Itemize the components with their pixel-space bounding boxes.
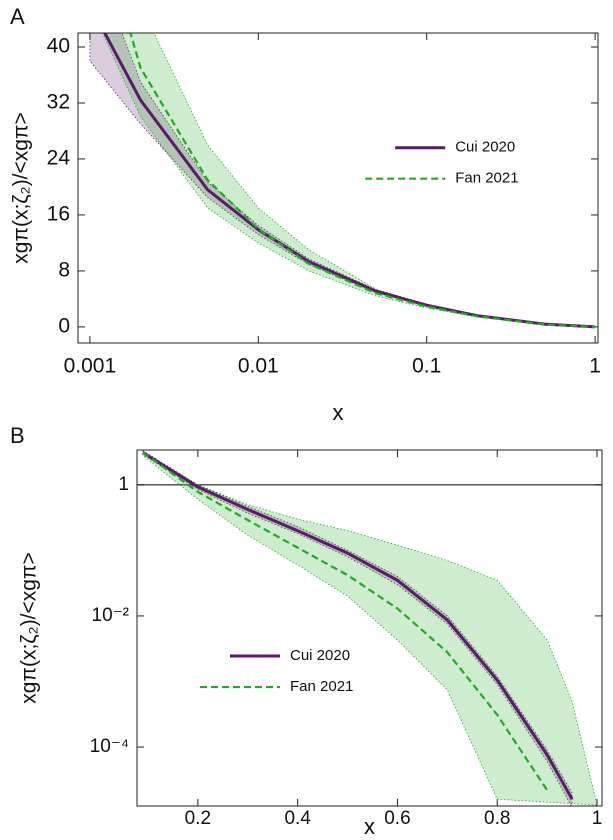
y-axis-label: xgπ(x;ζ₂)/<xgπ> bbox=[10, 112, 33, 263]
y-tick-label: 10⁻⁴ bbox=[90, 736, 129, 757]
y-tick-label: 40 bbox=[47, 35, 70, 58]
plot-frame bbox=[136, 449, 603, 807]
plot-frame bbox=[77, 32, 599, 344]
x-tick-label: 0.4 bbox=[284, 808, 311, 829]
legend-label: Cui 2020 bbox=[290, 647, 350, 664]
x-tick-label: 0.1 bbox=[412, 355, 441, 378]
x-tick-label: 0.2 bbox=[185, 808, 211, 829]
y-tick-label: 32 bbox=[47, 91, 70, 114]
y-tick-label: 16 bbox=[47, 202, 70, 225]
x-tick-label: 0.01 bbox=[238, 355, 279, 378]
y-tick-label: 0 bbox=[58, 314, 70, 337]
legend-label: Cui 2020 bbox=[455, 139, 515, 156]
y-tick-label: 1 bbox=[118, 474, 129, 495]
x-tick-label: 1 bbox=[592, 808, 603, 829]
legend-label: Fan 2021 bbox=[455, 170, 518, 187]
series-line bbox=[142, 451, 574, 800]
legend-label: Fan 2021 bbox=[290, 678, 353, 695]
x-tick-label: 1 bbox=[589, 355, 601, 378]
uncertainty-band bbox=[142, 451, 598, 806]
panel-label: A bbox=[10, 4, 25, 29]
series-line bbox=[142, 451, 549, 791]
x-axis-label: x bbox=[364, 814, 375, 835]
panel-label: B bbox=[10, 423, 25, 448]
x-axis-label: x bbox=[333, 400, 344, 425]
y-tick-label: 24 bbox=[47, 147, 71, 170]
x-tick-label: 0.8 bbox=[484, 808, 510, 829]
y-tick-label: 10⁻² bbox=[92, 605, 130, 626]
series-line bbox=[129, 33, 596, 328]
y-axis-label: xgπ(x;ζ₂)/<xgπ> bbox=[18, 552, 41, 703]
x-tick-label: 0.001 bbox=[64, 355, 117, 378]
x-tick-label: 0.6 bbox=[384, 808, 410, 829]
y-tick-label: 8 bbox=[58, 258, 70, 281]
